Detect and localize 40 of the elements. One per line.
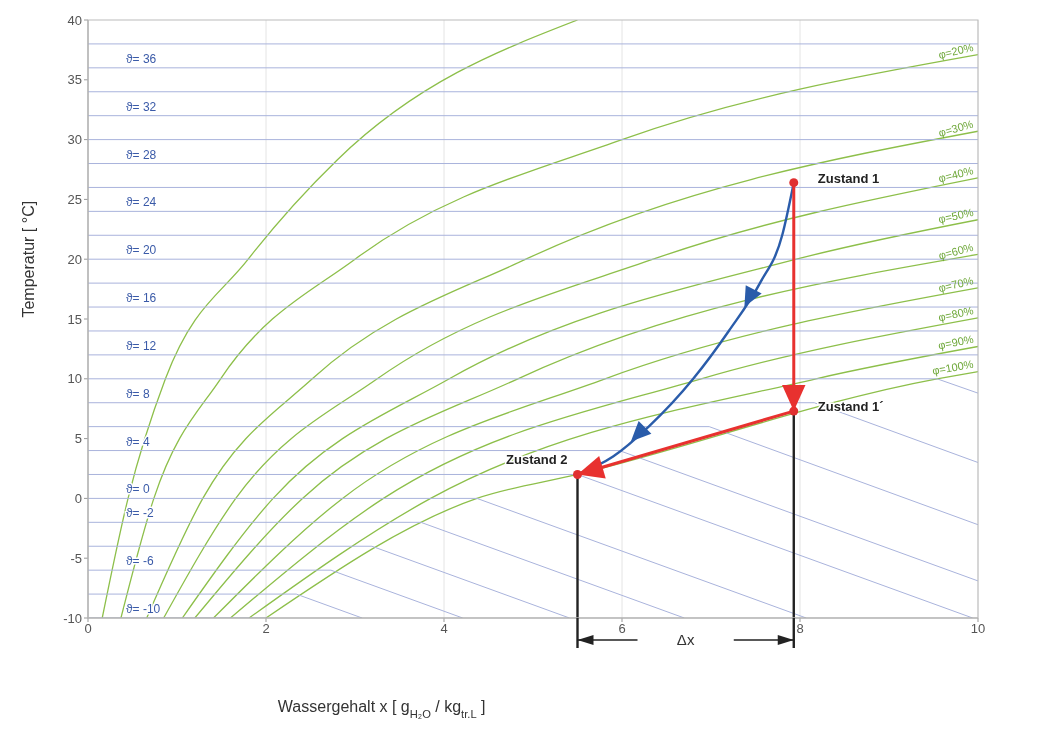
series-label: ϑ= 28 xyxy=(126,147,157,162)
y-tick-label: -10 xyxy=(63,610,82,626)
y-tick-label: 5 xyxy=(74,431,82,447)
text: φ=30% xyxy=(937,117,975,139)
y-tick-label: 15 xyxy=(67,311,82,327)
text: φ=100% xyxy=(931,357,975,377)
series-label: ϑ= 36 xyxy=(126,51,157,66)
text: Δx xyxy=(676,631,695,648)
y-tick-label: 10 xyxy=(67,371,82,387)
x-tick-label: 6 xyxy=(618,621,626,637)
x-axis-title: Wassergehalt x [ g$_{H₂O}$ / kg$_{tr.L}$ ] xyxy=(277,698,486,720)
text: φ=60% xyxy=(937,240,975,262)
x-tick-label: 8 xyxy=(796,621,804,637)
y-tick-label: -5 xyxy=(70,550,82,566)
annotation: Zustand 2 xyxy=(506,452,568,468)
annotation: Zustand 1´ xyxy=(817,399,884,415)
series-label: ϑ= 32 xyxy=(126,99,157,114)
x-tick-label: 4 xyxy=(440,621,448,637)
series-label: ϑ= 8 xyxy=(126,386,150,401)
text: φ=20% xyxy=(937,40,975,61)
y-tick-label: 40 xyxy=(67,12,82,28)
series-label: ϑ= 24 xyxy=(126,195,157,210)
y-tick-label: 25 xyxy=(67,192,82,208)
series-label: ϑ= 16 xyxy=(126,291,157,306)
x-tick-label: 0 xyxy=(84,621,92,637)
text: φ=50% xyxy=(937,205,975,226)
text: φ=40% xyxy=(937,164,975,185)
x-tick-label: 2 xyxy=(262,621,270,637)
text: φ=80% xyxy=(937,303,975,324)
text: φ=70% xyxy=(937,274,975,295)
y-tick-label: 20 xyxy=(67,251,82,267)
y-axis-title: Temperatur [ °C] xyxy=(20,200,37,318)
x-tick-label: 10 xyxy=(970,621,986,637)
text: φ=90% xyxy=(937,332,975,352)
annotation: Zustand 1 xyxy=(817,170,880,186)
y-tick-label: 30 xyxy=(67,132,82,148)
series-label: ϑ= 12 xyxy=(126,338,157,353)
y-tick-label: 35 xyxy=(67,72,82,88)
series-label: ϑ= 20 xyxy=(126,243,157,258)
y-tick-label: 0 xyxy=(74,491,82,507)
